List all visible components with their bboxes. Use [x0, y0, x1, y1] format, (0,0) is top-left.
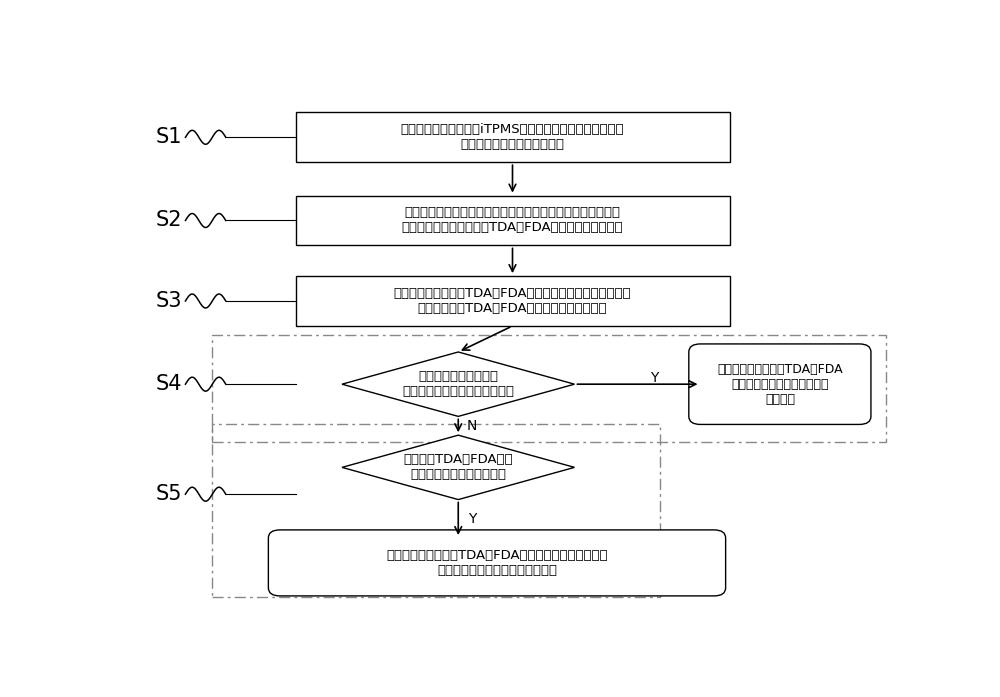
- Polygon shape: [342, 352, 574, 416]
- Bar: [212, 424, 660, 597]
- Text: Y: Y: [650, 371, 659, 385]
- Text: S4: S4: [156, 374, 182, 395]
- Text: 判断行驶阶段车辆速度
是否位于学习阶段的速度区间内: 判断行驶阶段车辆速度 是否位于学习阶段的速度区间内: [402, 370, 514, 398]
- Text: S2: S2: [156, 210, 182, 231]
- FancyBboxPatch shape: [689, 344, 871, 424]
- Text: 将实时监测到的当前TDA与FDA
直接与初始标定值比较后判断
是否报警: 将实时监测到的当前TDA与FDA 直接与初始标定值比较后判断 是否报警: [717, 362, 843, 406]
- Polygon shape: [342, 435, 574, 500]
- Text: S5: S5: [156, 484, 182, 504]
- Text: 将各个原始标定值对应的速度按数值大小划分成不同速度区间
，并对各个速度区间内的TDA与FDA分别进行归一化处理: 将各个原始标定值对应的速度按数值大小划分成不同速度区间 ，并对各个速度区间内的T…: [402, 206, 623, 234]
- Text: 将实时监测到的当前TDA与FDA与插值后得到的速度区间
的初始标定值比较后判断是否报警: 将实时监测到的当前TDA与FDA与插值后得到的速度区间 的初始标定值比较后判断是…: [386, 549, 608, 577]
- Text: 将不同速度区间内的TDA与FDA标定值进行拟合，以得出不同
速度区间内的TDA及FDA标定值之间的关系模型: 将不同速度区间内的TDA与FDA标定值进行拟合，以得出不同 速度区间内的TDA及…: [394, 287, 631, 315]
- FancyBboxPatch shape: [296, 196, 730, 245]
- Text: 判断当前TDA与FDA所属
速度区间是否满足插值条件: 判断当前TDA与FDA所属 速度区间是否满足插值条件: [403, 453, 513, 482]
- FancyBboxPatch shape: [296, 112, 730, 162]
- Text: N: N: [467, 419, 477, 433]
- Text: S1: S1: [156, 128, 182, 147]
- Text: 车辆进入自学习阶段，iTPMS系统采集时域分析和频域分析
的分析结果以作为原始标定值: 车辆进入自学习阶段，iTPMS系统采集时域分析和频域分析 的分析结果以作为原始标…: [401, 123, 624, 151]
- Bar: [212, 335, 886, 442]
- Text: S3: S3: [156, 291, 182, 311]
- Text: Y: Y: [468, 512, 476, 526]
- FancyBboxPatch shape: [268, 530, 726, 596]
- FancyBboxPatch shape: [296, 276, 730, 326]
